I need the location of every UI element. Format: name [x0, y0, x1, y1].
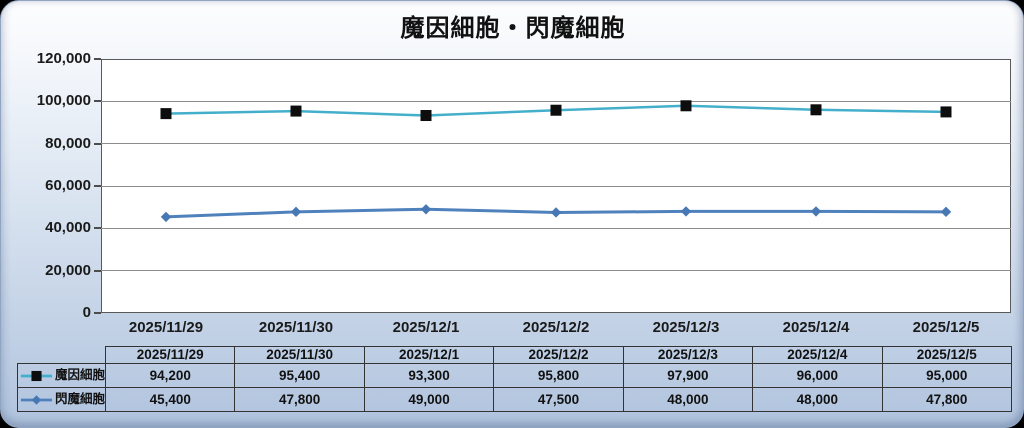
table-value-cell: 96,000 [752, 363, 883, 388]
series-2-marker [550, 207, 562, 218]
legend-diamond-marker-icon [20, 394, 53, 405]
series-1-marker [550, 104, 562, 116]
table-value-cell: 47,800 [234, 387, 365, 412]
table-header-cell: 2025/12/3 [622, 346, 754, 364]
table-header-cell: 2025/12/5 [881, 346, 1012, 364]
table-value-cell: 47,800 [881, 387, 1012, 412]
data-table-body: 魔因細胞 94,200 95,400 93,300 95,800 97,900 96,000… [17, 363, 1012, 412]
legend-key: 閃魔細胞 [19, 389, 105, 411]
y-tick-label: 20,000 [45, 261, 91, 279]
x-axis-label: 2025/12/5 [912, 319, 980, 336]
data-table-header: 2025/11/29 2025/11/30 2025/12/1 2025/12/2 20… [104, 346, 1012, 364]
gridline [101, 185, 1011, 187]
chart-title: 魔因細胞・閃魔細胞 [400, 15, 626, 42]
series-2-marker [680, 206, 692, 217]
x-axis-label: 2025/12/1 [392, 319, 460, 336]
table-value-cell: 93,300 [363, 363, 495, 388]
legend-cell: 閃魔細胞 [17, 387, 106, 412]
series-1-marker [680, 100, 692, 112]
y-axis-tick [94, 58, 101, 60]
legend-cell: 魔因細胞 [17, 363, 106, 388]
legend-marker [31, 370, 42, 381]
table-value-cell: 47,500 [493, 387, 624, 412]
x-axis-label: 2025/11/30 [258, 319, 334, 336]
table-row: 魔因細胞 94,200 95,400 93,300 95,800 97,900 96,000… [17, 363, 1012, 388]
y-axis-tick [94, 100, 101, 103]
y-axis-tick [94, 269, 101, 272]
series-1-marker [160, 108, 172, 120]
table-value-cell: 95,400 [234, 363, 365, 388]
series-2-marker [810, 206, 822, 217]
series-2-marker [940, 206, 952, 218]
series-2-marker [290, 206, 302, 218]
series-1-marker [290, 105, 302, 117]
series-1-marker [420, 110, 432, 122]
table-header-cell: 2025/12/4 [752, 346, 883, 364]
y-axis-tick [94, 227, 101, 230]
gridline [101, 270, 1011, 272]
table-header-cell: 2025/11/30 [234, 346, 365, 364]
table-value-cell: 49,000 [363, 387, 495, 412]
table-value-cell: 95,000 [881, 363, 1012, 388]
y-tick-label: 80,000 [45, 134, 91, 152]
y-axis-tick [94, 312, 101, 314]
series-1-marker [810, 104, 822, 116]
gridline [101, 227, 1011, 229]
table-value-cell: 45,400 [104, 387, 236, 412]
y-axis-tick [94, 185, 101, 187]
legend-square-marker-icon [20, 370, 53, 381]
table-header-cell: 2025/12/2 [493, 346, 624, 364]
table-header-cell: 2025/11/29 [104, 346, 236, 364]
y-tick-label: 100,000 [36, 92, 91, 110]
x-axis-label: 2025/12/2 [522, 319, 590, 336]
table-value-cell: 94,200 [104, 363, 236, 388]
legend-marker [31, 394, 42, 405]
series-1-marker [940, 106, 952, 118]
x-axis-label: 2025/11/29 [128, 319, 204, 336]
series-plot [160, 100, 952, 223]
y-tick-label: 120,000 [36, 50, 91, 67]
table-row: 閃魔細胞 45,400 47,800 49,000 47,500 48,000 48,000… [17, 387, 1012, 412]
y-tick-label: 40,000 [45, 219, 91, 237]
table-header-cell: 2025/12/1 [363, 346, 495, 364]
x-axis-label: 2025/12/4 [782, 319, 850, 336]
table-value-cell: 95,800 [493, 363, 624, 388]
table-value-cell: 48,000 [752, 387, 883, 412]
legend-label: 閃魔細胞 [54, 392, 105, 406]
series-2-marker [160, 211, 172, 223]
y-axis-tick [94, 142, 101, 145]
legend-label: 魔因細胞 [54, 368, 105, 382]
table-value-cell: 48,000 [622, 387, 754, 412]
table-value-cell: 97,900 [622, 363, 754, 388]
x-axis-label: 2025/12/3 [652, 319, 720, 336]
series-2-marker [420, 204, 432, 215]
legend-key: 魔因細胞 [19, 365, 105, 387]
y-tick-label: 60,000 [45, 177, 91, 194]
y-tick-label: 0 [82, 304, 91, 321]
gridline [101, 100, 1011, 102]
gridline [101, 143, 1011, 145]
